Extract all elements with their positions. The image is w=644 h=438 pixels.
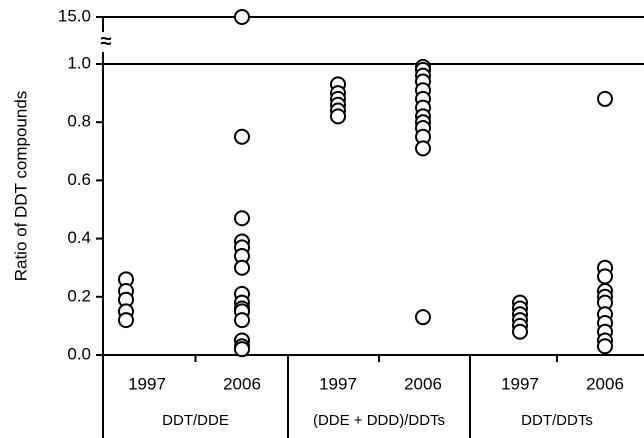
data-point xyxy=(234,210,250,227)
y-tick-label: 1.0 xyxy=(67,53,91,72)
y-axis-label: Ratio of DDT compounds xyxy=(11,91,30,282)
data-point xyxy=(118,312,134,329)
x-tick-label: 2006 xyxy=(223,374,261,393)
data-point xyxy=(234,341,250,358)
data-point xyxy=(234,312,250,329)
data-point xyxy=(597,268,613,285)
group-label: (DDE + DDD)/DDTs xyxy=(313,412,445,429)
y-tick-label: 15.0 xyxy=(58,6,91,25)
data-point xyxy=(597,90,613,107)
y-tick-label: 0.8 xyxy=(67,112,91,131)
data-point xyxy=(234,128,250,145)
data-point xyxy=(512,323,528,340)
x-tick-label: 2006 xyxy=(586,374,624,393)
data-point xyxy=(415,309,431,326)
axis-break: ≈ xyxy=(101,30,112,52)
x-tick-label: 1997 xyxy=(128,374,166,393)
data-point xyxy=(415,140,431,157)
group-label: DDT/DDTs xyxy=(521,412,593,429)
y-tick-label: 0.4 xyxy=(67,228,91,247)
data-point xyxy=(597,338,613,355)
group-label: DDT/DDE xyxy=(162,412,229,429)
x-tick-label: 1997 xyxy=(501,374,539,393)
data-point xyxy=(234,9,250,25)
data-point xyxy=(330,108,346,125)
y-tick-label: 0.2 xyxy=(67,286,91,305)
y-tick-label: 0.0 xyxy=(67,344,91,363)
x-tick-label: 2006 xyxy=(404,374,442,393)
x-tick-label: 1997 xyxy=(319,374,357,393)
y-tick-label: 0.6 xyxy=(67,170,91,189)
data-point xyxy=(234,259,250,276)
